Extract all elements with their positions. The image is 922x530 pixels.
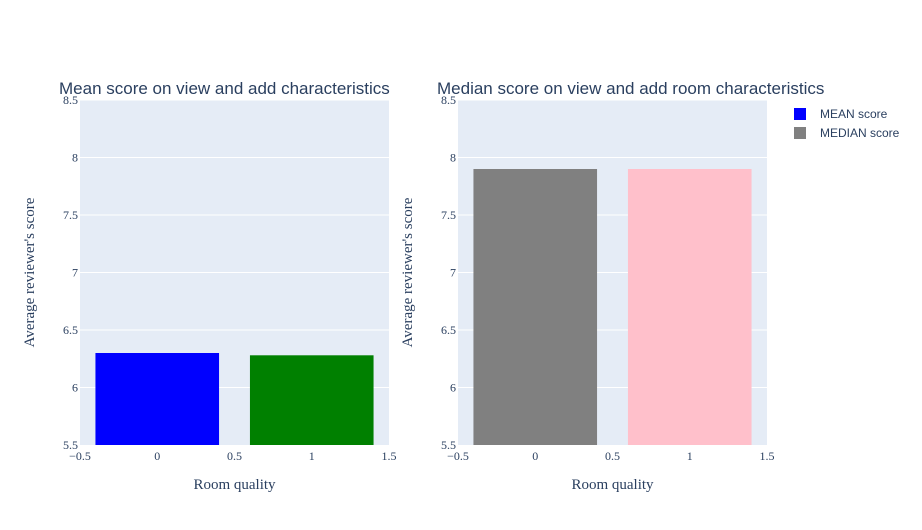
y-axis-label: Average reviewer's score [400,197,416,347]
y-tick-label: 8 [450,151,456,165]
legend-label: MEAN score [820,107,888,121]
x-tick-label: 0.5 [227,449,242,463]
y-axis-label: Average reviewer's score [22,197,38,347]
y-tick-label: 8.5 [63,93,78,107]
legend-label: MEDIAN score [820,126,900,140]
y-tick-label: 7 [450,266,456,280]
y-tick-label: 7.5 [441,208,456,222]
bar [249,355,374,445]
y-tick-label: 6 [450,381,456,395]
x-axis-label: Room quality [193,477,276,493]
y-tick-label: 7 [72,266,78,280]
x-tick-label: −0.5 [69,449,91,463]
y-tick-label: 5.5 [63,438,78,452]
x-tick-label: 0 [154,449,160,463]
x-tick-label: 1 [309,449,315,463]
chart-title: Median score on view and add room charac… [437,79,824,98]
legend-swatch [794,108,806,120]
y-tick-label: 8 [72,151,78,165]
bar [627,169,752,445]
x-tick-label: 1.5 [382,449,397,463]
x-tick-label: −0.5 [447,449,469,463]
y-tick-label: 7.5 [63,208,78,222]
x-tick-label: 1 [687,449,693,463]
chart-title: Mean score on view and add characteristi… [59,79,390,98]
x-tick-label: 1.5 [760,449,775,463]
x-axis-label: Room quality [571,477,654,493]
legend-swatch [794,127,806,139]
x-tick-label: 0 [532,449,538,463]
y-tick-label: 5.5 [441,438,456,452]
y-tick-label: 6.5 [63,323,78,337]
y-tick-label: 8.5 [441,93,456,107]
y-tick-label: 6.5 [441,323,456,337]
bar [95,353,220,445]
x-tick-label: 0.5 [605,449,620,463]
bar [473,169,598,445]
y-tick-label: 6 [72,381,78,395]
